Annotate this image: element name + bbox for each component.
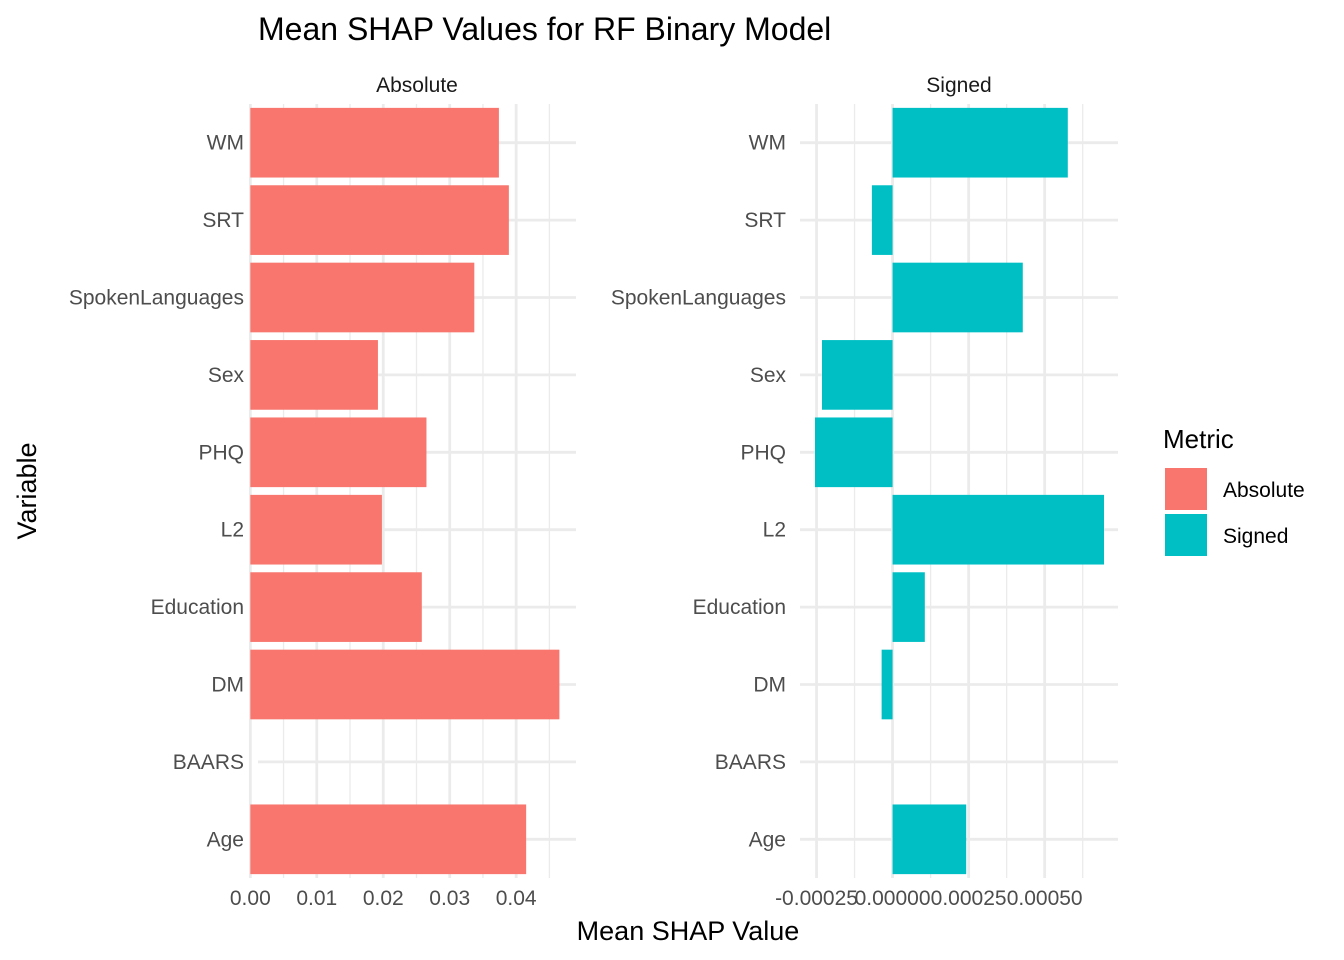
- absolute-y-tick-label: BAARS: [173, 751, 244, 774]
- panel-signed: Signed Age BAARS DM Education L2 PHQ Sex Spoken…: [611, 74, 1118, 910]
- absolute-bar: [250, 107, 499, 178]
- absolute-x-tick-label: 0.04: [496, 887, 537, 910]
- absolute-y-tick-label: WM: [207, 132, 244, 155]
- signed-y-tick-label: PHQ: [740, 441, 786, 464]
- absolute-bar: [250, 185, 509, 255]
- absolute-bar: [250, 494, 382, 565]
- signed-gridlines: [800, 104, 1118, 878]
- signed-y-tick-label: WM: [749, 132, 786, 155]
- absolute-x-tick-label: 0.00: [230, 887, 271, 910]
- signed-y-tick-label: Education: [693, 596, 786, 619]
- absolute-bar: [250, 804, 527, 875]
- x-axis-title: Mean SHAP Value: [577, 916, 800, 946]
- signed-y-tick-label: L2: [763, 519, 786, 542]
- absolute-y-tick-label: SRT: [202, 209, 244, 232]
- absolute-bars: [250, 107, 560, 875]
- absolute-bar: [250, 262, 475, 333]
- signed-y-tick-label: SpokenLanguages: [611, 287, 786, 310]
- signed-bar: [871, 185, 893, 255]
- signed-bar: [892, 804, 967, 875]
- signed-y-tick-label: BAARS: [715, 751, 786, 774]
- chart-title: Mean SHAP Values for RF Binary Model: [258, 11, 831, 47]
- absolute-bar: [250, 417, 427, 488]
- signed-y-tick-label: SRT: [744, 209, 786, 232]
- absolute-y-tick-label: Age: [207, 828, 244, 851]
- absolute-x-tick-labels: 0.00 0.01 0.02 0.03 0.04: [230, 887, 537, 910]
- absolute-bar: [250, 340, 378, 410]
- absolute-y-tick-label: L2: [221, 519, 244, 542]
- absolute-y-tick-label: Sex: [208, 364, 245, 387]
- signed-bar: [881, 649, 893, 720]
- absolute-x-tick-label: 0.03: [429, 887, 470, 910]
- absolute-y-tick-labels: Age BAARS DM Education L2 PHQ Sex SpokenLanguag…: [69, 132, 245, 852]
- signed-x-tick-label: -0.00025: [775, 887, 858, 910]
- signed-bar: [815, 417, 893, 488]
- signed-bar: [892, 494, 1104, 565]
- absolute-y-tick-label: Education: [151, 596, 244, 619]
- absolute-y-tick-label: SpokenLanguages: [69, 287, 244, 310]
- signed-x-tick-label: 0.00000: [855, 887, 931, 910]
- facet-label-signed: Signed: [926, 74, 991, 97]
- signed-bar: [892, 262, 1023, 333]
- absolute-x-tick-label: 0.02: [363, 887, 404, 910]
- absolute-bar: [250, 572, 422, 642]
- signed-x-tick-label: 0.00025: [931, 887, 1007, 910]
- legend: Metric Absolute Signed: [1163, 424, 1305, 556]
- legend-label-absolute: Absolute: [1223, 479, 1305, 502]
- signed-y-tick-label: Age: [749, 828, 786, 851]
- absolute-y-tick-label: PHQ: [198, 441, 244, 464]
- absolute-y-tick-label: DM: [211, 674, 244, 697]
- signed-x-tick-label: 0.00050: [1007, 887, 1083, 910]
- y-axis-title: Variable: [12, 442, 42, 539]
- panel-absolute: Absolute Age BAARS DM Education L2 PHQ Sex Spok…: [69, 74, 576, 910]
- signed-bar: [892, 107, 1068, 178]
- signed-bar: [821, 340, 893, 410]
- legend-label-signed: Signed: [1223, 525, 1288, 548]
- signed-bars: [815, 107, 1104, 875]
- signed-bar: [892, 572, 925, 642]
- absolute-x-tick-label: 0.01: [296, 887, 337, 910]
- legend-title: Metric: [1163, 424, 1234, 454]
- absolute-bar: [250, 649, 560, 720]
- signed-y-tick-labels: Age BAARS DM Education L2 PHQ Sex SpokenLanguag…: [611, 132, 787, 852]
- legend-key-absolute: [1165, 468, 1207, 510]
- facet-label-absolute: Absolute: [376, 74, 458, 97]
- signed-y-tick-label: DM: [753, 674, 786, 697]
- signed-y-tick-label: Sex: [750, 364, 787, 387]
- legend-key-signed: [1165, 514, 1207, 556]
